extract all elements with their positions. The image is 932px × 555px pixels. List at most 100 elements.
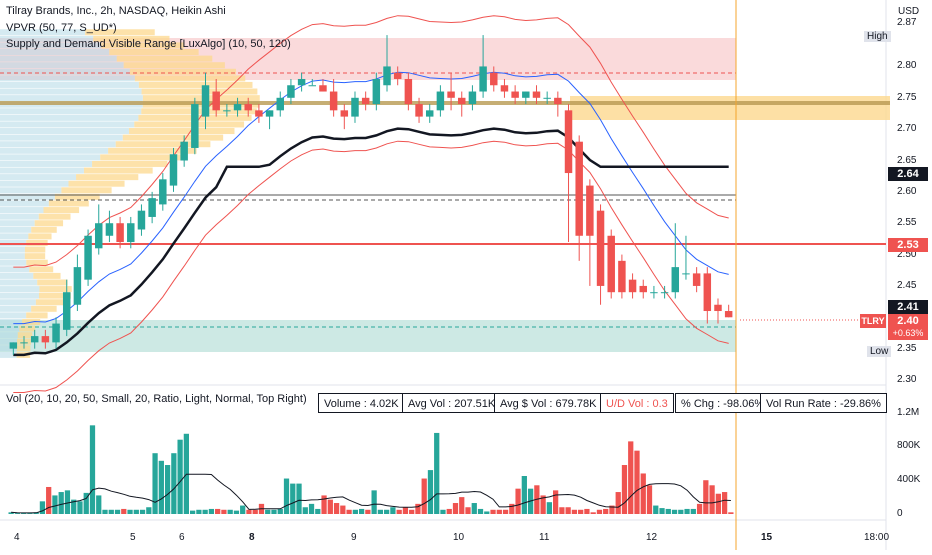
vp-up-bar: [0, 286, 40, 293]
vp-down-bar: [85, 29, 155, 36]
volume-bar: [240, 505, 246, 514]
volume-bar: [434, 432, 440, 514]
volume-bar: [139, 509, 146, 514]
volume-bar: [315, 508, 321, 514]
vp-down-bar: [24, 253, 46, 260]
vp-up-bar: [0, 180, 69, 187]
candle-body: [73, 267, 82, 305]
volume-bar: [377, 509, 384, 514]
volume-bar: [114, 509, 121, 514]
vp-up-bar: [0, 147, 109, 154]
indicator-supply-demand[interactable]: Supply and Demand Visible Range [LuxAlgo…: [6, 38, 291, 50]
candle-body: [116, 223, 124, 243]
vp-down-bar: [31, 305, 57, 312]
volume-bar: [271, 509, 277, 514]
candle-body: [62, 292, 71, 330]
vp-down-bar: [43, 207, 80, 214]
volume-bar: [83, 492, 89, 514]
volume-bar: [365, 509, 371, 514]
candle-body: [212, 91, 220, 111]
time-tick: 18:00: [864, 532, 890, 543]
candle-body: [671, 267, 680, 293]
candle-body: [159, 179, 167, 205]
vp-up-bar: [0, 154, 101, 161]
candle-body: [244, 104, 252, 111]
vp-down-bar: [34, 220, 64, 227]
vp-down-bar: [128, 128, 235, 135]
candle-body: [607, 235, 615, 293]
vp-up-bar: [0, 193, 55, 200]
black-level-tag: 2.64: [888, 167, 928, 181]
candle-body: [180, 141, 188, 161]
candle-body: [340, 110, 349, 117]
volume-bar: [415, 503, 421, 514]
candle-body: [490, 72, 498, 86]
volume-bar: [58, 492, 64, 514]
volume-bar: [27, 513, 33, 514]
volume-bar: [346, 509, 352, 514]
vp-up-bar: [0, 312, 27, 319]
vp-up-bar: [0, 160, 93, 167]
volume-bar: [496, 509, 502, 514]
candle-body: [596, 210, 605, 286]
volume-bar: [721, 492, 728, 514]
vp-down-bar: [61, 187, 112, 194]
volume-bar: [565, 507, 571, 514]
volume-bar: [8, 512, 14, 514]
candle-body: [233, 104, 242, 111]
vp-down-bar: [26, 239, 48, 246]
volume-tick: 400K: [897, 474, 921, 486]
volume-bar: [596, 509, 603, 514]
price-tick: 2.70: [897, 123, 917, 135]
time-tick: 11: [539, 532, 550, 543]
volume-bar: [215, 508, 221, 514]
time-tick: 12: [646, 532, 658, 543]
candle-body: [543, 97, 551, 99]
vwap-line: [13, 127, 729, 357]
volume-bar: [333, 503, 340, 514]
vp-down-bar: [26, 312, 48, 319]
vp-down-bar: [93, 35, 170, 42]
vp-up-bar: [0, 167, 84, 174]
volume-bar: [108, 509, 114, 514]
vp-down-bar: [38, 213, 71, 220]
high-label: High: [864, 31, 891, 42]
candle-body: [372, 78, 381, 105]
vp-up-bar: [0, 134, 123, 141]
vp-down-bar: [141, 108, 257, 115]
candle-body: [95, 223, 103, 249]
vp-down-bar: [92, 160, 168, 167]
volume-bar: [321, 495, 327, 514]
volume-bar: [208, 508, 215, 514]
volume-profile: [0, 29, 260, 358]
indicator-volume[interactable]: Vol (20, 10, 20, 50, Small, 20, Ratio, L…: [6, 393, 307, 405]
candle-body: [447, 91, 455, 98]
volume-bar: [290, 483, 296, 514]
vp-down-bar: [26, 259, 48, 266]
vp-up-bar: [0, 351, 17, 358]
price-tick: 2.75: [897, 91, 917, 103]
time-tick: 10: [453, 532, 465, 543]
indicator-vpvr[interactable]: VPVR (50, 77, S_UD*): [6, 22, 117, 34]
volume-tick: 800K: [897, 440, 921, 452]
candle-body: [201, 85, 210, 117]
volume-bar: [471, 503, 477, 514]
stat-ud-vol: U/D Vol : 0.3: [600, 393, 674, 413]
volume-bar: [384, 509, 390, 514]
volume-bar: [446, 508, 452, 514]
volume-bar: [202, 509, 208, 514]
stat-vol-run-rate: Vol Run Rate : -29.86%: [760, 393, 887, 413]
stat-pct-chg: % Chg : -98.06%: [675, 393, 771, 413]
volume-bar: [584, 508, 590, 514]
volume-bar: [553, 490, 559, 514]
vp-down-bar: [134, 121, 245, 128]
volume-bar: [133, 509, 139, 514]
volume-bar: [628, 441, 634, 514]
volume-bar: [390, 507, 396, 514]
volume-bar: [396, 509, 402, 514]
vp-up-bar: [0, 62, 124, 69]
vp-down-bar: [100, 154, 183, 161]
candle-body: [265, 110, 274, 117]
